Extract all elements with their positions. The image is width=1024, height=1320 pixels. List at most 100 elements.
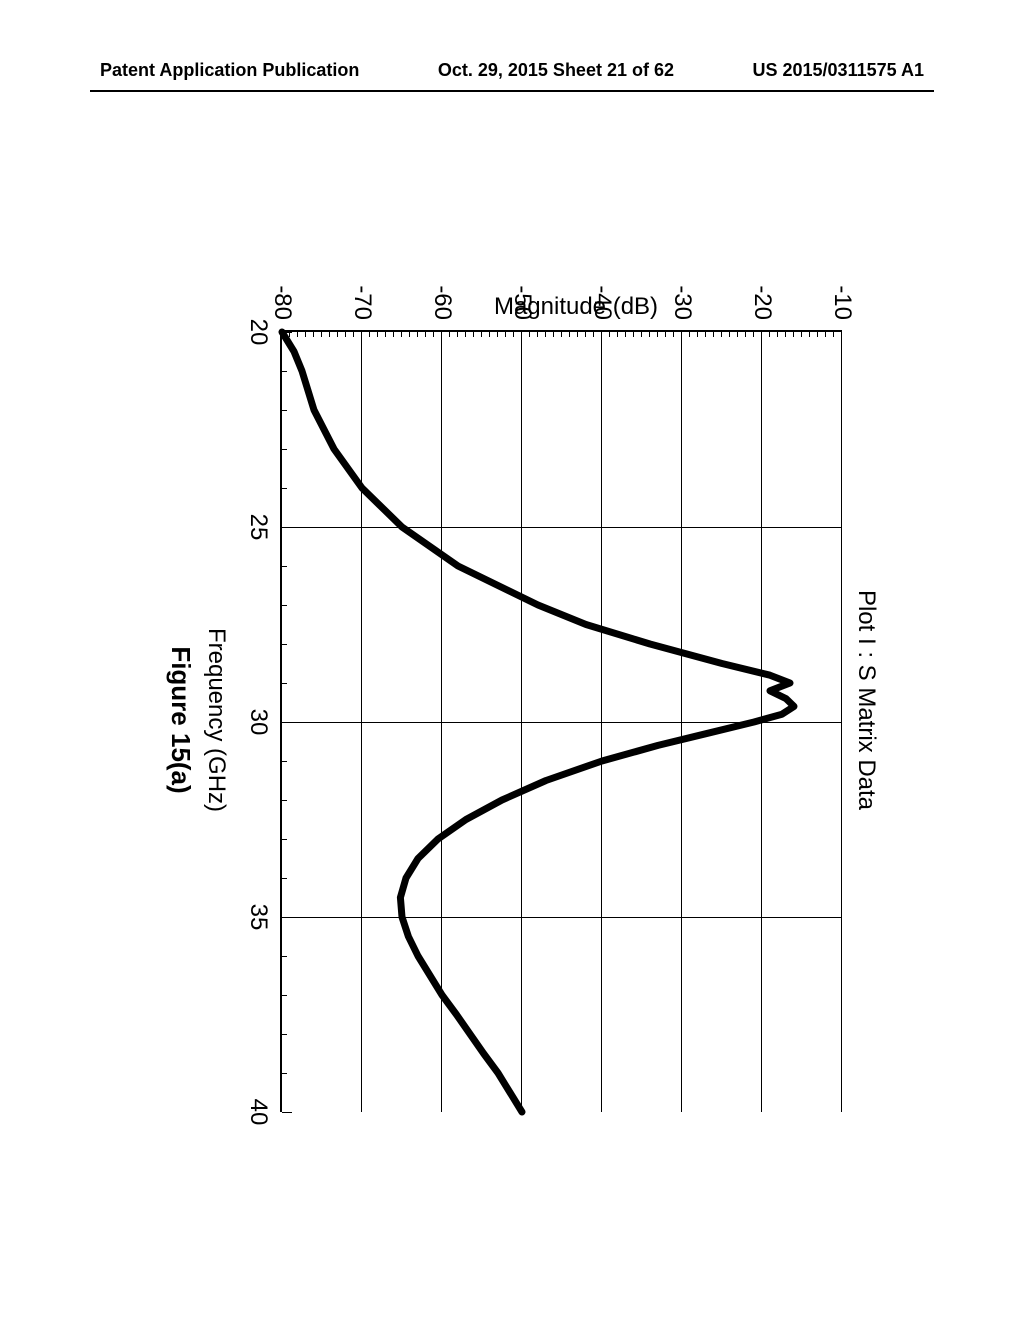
y-tick-minor [537, 332, 538, 337]
y-tick-label: -40 [588, 260, 616, 320]
x-tick-label: 35 [244, 904, 272, 931]
y-tick-minor [497, 332, 498, 337]
y-tick-minor [641, 332, 642, 337]
y-tick-minor [665, 332, 666, 337]
y-tick-minor [489, 332, 490, 337]
plot-title: Plot I : S Matrix Data [852, 170, 880, 1230]
x-tick-minor [282, 956, 287, 957]
grid-horizontal [441, 332, 442, 1112]
y-tick-minor [585, 332, 586, 337]
y-tick-label: -50 [508, 260, 536, 320]
y-tick-minor [649, 332, 650, 337]
y-tick-minor [393, 332, 394, 337]
y-tick-minor [625, 332, 626, 337]
x-tick-minor [282, 800, 287, 801]
page-header: Patent Application Publication Oct. 29, … [0, 60, 1024, 81]
header-center: Oct. 29, 2015 Sheet 21 of 62 [438, 60, 674, 81]
y-tick [841, 332, 842, 342]
y-tick-minor [673, 332, 674, 337]
y-tick [601, 332, 602, 342]
chart-rotated-container: Plot I : S Matrix Data Magnitude (dB) 20… [0, 290, 1024, 1110]
x-tick-minor [282, 761, 287, 762]
y-tick-minor [745, 332, 746, 337]
grid-vertical [282, 527, 842, 528]
y-tick-minor [305, 332, 306, 337]
y-tick-minor [729, 332, 730, 337]
y-tick-minor [297, 332, 298, 337]
figure-label: Figure 15(a) [165, 330, 196, 1110]
x-tick-minor [282, 644, 287, 645]
y-tick-minor [401, 332, 402, 337]
y-tick-minor [457, 332, 458, 337]
y-tick-label: -70 [348, 260, 376, 320]
y-tick-minor [809, 332, 810, 337]
y-tick-minor [705, 332, 706, 337]
y-tick-minor [609, 332, 610, 337]
y-tick-minor [561, 332, 562, 337]
y-tick-minor [801, 332, 802, 337]
y-tick-minor [697, 332, 698, 337]
header-left: Patent Application Publication [100, 60, 359, 81]
y-tick-minor [369, 332, 370, 337]
y-tick-label: -80 [268, 260, 296, 320]
x-tick [282, 1112, 292, 1113]
y-tick-minor [825, 332, 826, 337]
y-tick-minor [737, 332, 738, 337]
y-tick-minor [633, 332, 634, 337]
y-tick-minor [449, 332, 450, 337]
y-tick-minor [337, 332, 338, 337]
y-tick-label: -30 [668, 260, 696, 320]
y-tick-minor [417, 332, 418, 337]
grid-vertical [282, 722, 842, 723]
y-tick-minor [777, 332, 778, 337]
y-tick-minor [577, 332, 578, 337]
x-tick-label: 40 [244, 1099, 272, 1126]
y-tick-minor [345, 332, 346, 337]
y-tick-minor [713, 332, 714, 337]
y-tick-minor [465, 332, 466, 337]
y-tick-minor [385, 332, 386, 337]
y-tick-minor [793, 332, 794, 337]
y-tick-minor [409, 332, 410, 337]
x-tick-minor [282, 995, 287, 996]
y-tick [361, 332, 362, 342]
x-tick-minor [282, 410, 287, 411]
y-tick-minor [753, 332, 754, 337]
grid-horizontal [521, 332, 522, 1112]
x-tick-label: 30 [244, 709, 272, 736]
y-tick-minor [833, 332, 834, 337]
y-tick-minor [553, 332, 554, 337]
x-tick-minor [282, 566, 287, 567]
y-tick-minor [505, 332, 506, 337]
x-tick-minor [282, 449, 287, 450]
header-rule [90, 90, 934, 92]
x-tick-minor [282, 839, 287, 840]
y-tick-minor [617, 332, 618, 337]
x-tick [282, 917, 292, 918]
y-tick [761, 332, 762, 342]
y-tick-minor [473, 332, 474, 337]
x-tick-minor [282, 488, 287, 489]
y-tick-label: -10 [828, 260, 856, 320]
plot-area: 2025303540-10-20-30-40-50-60-70-80 [280, 330, 842, 1112]
y-tick-minor [545, 332, 546, 337]
y-tick-minor [721, 332, 722, 337]
grid-horizontal [601, 332, 602, 1112]
y-tick-minor [329, 332, 330, 337]
y-tick-minor [689, 332, 690, 337]
x-tick-label: 20 [244, 319, 272, 346]
x-tick [282, 527, 292, 528]
y-tick-label: -20 [748, 260, 776, 320]
x-tick-minor [282, 683, 287, 684]
y-tick-minor [313, 332, 314, 337]
grid-horizontal [681, 332, 682, 1112]
y-tick-minor [321, 332, 322, 337]
x-tick-minor [282, 1034, 287, 1035]
x-tick-minor [282, 371, 287, 372]
y-tick [281, 332, 282, 342]
y-tick-minor [513, 332, 514, 337]
header-right: US 2015/0311575 A1 [753, 60, 924, 81]
x-tick [282, 722, 292, 723]
y-tick-minor [657, 332, 658, 337]
y-tick-minor [433, 332, 434, 337]
